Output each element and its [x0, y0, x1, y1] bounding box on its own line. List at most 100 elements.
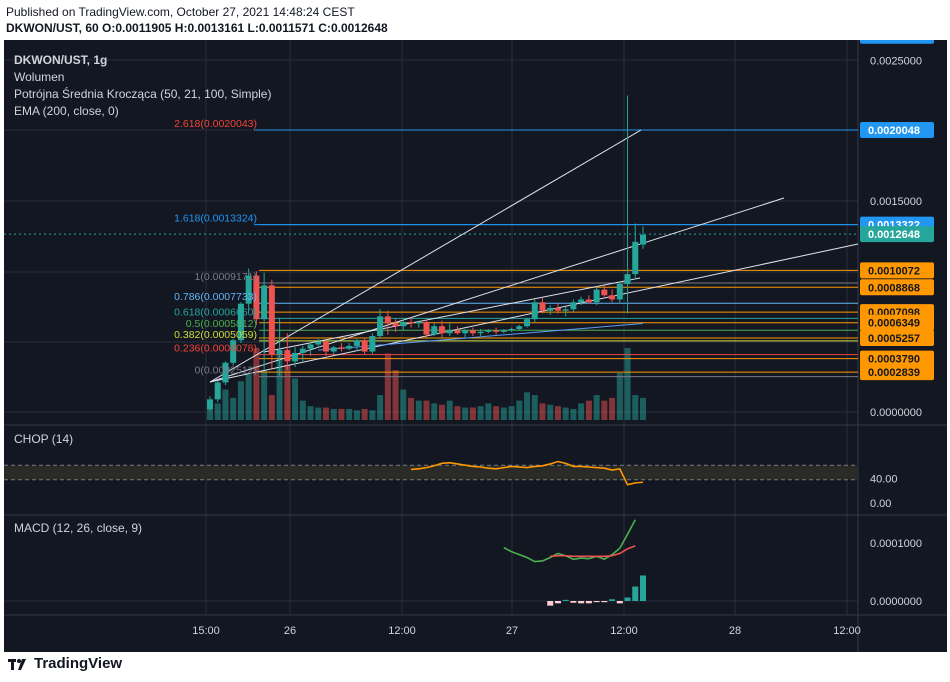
fib-level-label: 0.618(0.0006660): [174, 306, 257, 318]
candle-body: [377, 316, 384, 337]
candle-body: [423, 321, 430, 335]
macd-histogram-bar: [570, 601, 577, 603]
chop-band: [4, 465, 858, 480]
ohlc-line: DKWON/UST, 60 O:0.0011905 H:0.0013161 L:…: [6, 21, 388, 35]
volume-bar: [462, 407, 469, 420]
candle-body: [554, 307, 561, 311]
x-tick-label: 15:00: [192, 625, 220, 637]
macd-histogram-bar: [585, 601, 592, 604]
candle-body: [384, 316, 391, 324]
volume-bar: [384, 353, 391, 420]
candle-body: [284, 350, 291, 362]
x-tick-label: 12:00: [388, 625, 416, 637]
fib-level-label: 0.786(0.0007733): [174, 291, 257, 303]
candle-body: [616, 283, 623, 300]
candle-body: [462, 330, 469, 334]
volume-bar: [508, 406, 515, 420]
y-tick-label: 0.0025000: [870, 55, 922, 67]
fib-level-label: 2.618(0.0020043): [174, 118, 257, 130]
fib-level-label: 1(0.0009171): [195, 271, 257, 283]
candle-body: [292, 352, 299, 362]
volume-bar: [245, 374, 252, 420]
volume-bar: [640, 397, 646, 420]
candle-body: [222, 362, 229, 383]
x-tick-label: 26: [284, 625, 296, 637]
price-label-box: [860, 330, 934, 347]
volume-bar: [415, 400, 422, 420]
volume-bar: [214, 403, 221, 420]
price-label-box: [860, 314, 934, 331]
candle-body: [400, 321, 407, 327]
volume-bar: [330, 408, 337, 420]
volume-bar: [616, 372, 623, 420]
volume-bar: [477, 406, 484, 420]
volume-bar: [609, 397, 616, 420]
macd-tick-label: 0.0001000: [870, 538, 922, 550]
candle-body: [261, 285, 268, 320]
volume-bar: [261, 370, 268, 420]
candle-body: [245, 275, 252, 304]
candle-body: [369, 336, 376, 352]
volume-bar: [369, 410, 376, 420]
legend-title: DKWON/UST, 1g: [14, 53, 108, 67]
macd-histogram-bar: [616, 601, 623, 604]
volume-bar: [446, 400, 453, 420]
chart-svg[interactable]: 3.618(0.0026762)2.618(0.0020043)1.618(0.…: [4, 40, 947, 652]
fib-level-label: 0.236(0.0004078): [174, 343, 257, 355]
volume-bar: [353, 410, 360, 420]
x-tick-label: 12:00: [833, 625, 861, 637]
candle-body: [315, 341, 322, 345]
candle-body: [353, 340, 360, 346]
volume-bar: [438, 404, 445, 420]
macd-tick-label: 0.0000000: [870, 596, 922, 608]
volume-bar: [485, 403, 492, 420]
candle-body: [446, 330, 453, 334]
candle-body: [268, 285, 275, 355]
price-label-text: 0.0006349: [868, 318, 920, 330]
legend-triple-ma: Potrójna Średnia Krocząca (50, 21, 100, …: [14, 87, 272, 101]
volume-bar: [346, 408, 353, 420]
volume-bar: [601, 400, 608, 420]
candle-body: [578, 299, 585, 303]
close-value: 0.0012648: [330, 21, 388, 35]
volume-bar: [423, 400, 430, 420]
volume-bar: [431, 403, 438, 420]
legend-volume: Wolumen: [14, 70, 65, 84]
chart-area[interactable]: 3.618(0.0026762)2.618(0.0020043)1.618(0.…: [4, 40, 947, 652]
candle-body: [601, 289, 608, 296]
macd-histogram-bar: [632, 586, 639, 601]
chop-line: [410, 460, 644, 486]
candle-body: [609, 295, 616, 300]
volume-bar: [570, 408, 577, 420]
candle-body: [346, 345, 353, 349]
volume-bar: [299, 400, 306, 420]
volume-bar: [207, 408, 213, 420]
fib-level-label: 0.5(0.0005812): [186, 318, 257, 330]
y-tick-label: 0.0000000: [870, 407, 922, 419]
open-value: 0.0011905: [115, 21, 172, 35]
candle-body: [539, 302, 546, 311]
candle-body: [253, 275, 260, 320]
candle-body: [624, 274, 631, 284]
volume-bar: [562, 407, 569, 420]
candle-body: [438, 326, 445, 334]
candle-body: [361, 340, 368, 352]
volume-bar: [493, 406, 500, 420]
price-label-text: 0.0008868: [868, 282, 920, 294]
macd-histogram-bar: [578, 601, 585, 604]
volume-bar: [253, 348, 260, 420]
candle-body: [485, 330, 492, 332]
candle-body: [338, 347, 345, 349]
candle-body: [207, 399, 213, 410]
volume-bar: [237, 381, 244, 420]
chop-tick-label: 40.00: [870, 474, 898, 486]
symbol-label: DKWON/UST, 60: [6, 21, 99, 35]
volume-bar: [322, 407, 329, 420]
volume-bar: [516, 400, 523, 420]
price-label-text: 0.0002839: [868, 367, 920, 379]
volume-bar: [268, 395, 275, 420]
candle-body: [640, 234, 646, 245]
macd-histogram-bar: [609, 599, 616, 601]
volume-bar: [377, 395, 384, 420]
candle-body: [585, 299, 592, 303]
